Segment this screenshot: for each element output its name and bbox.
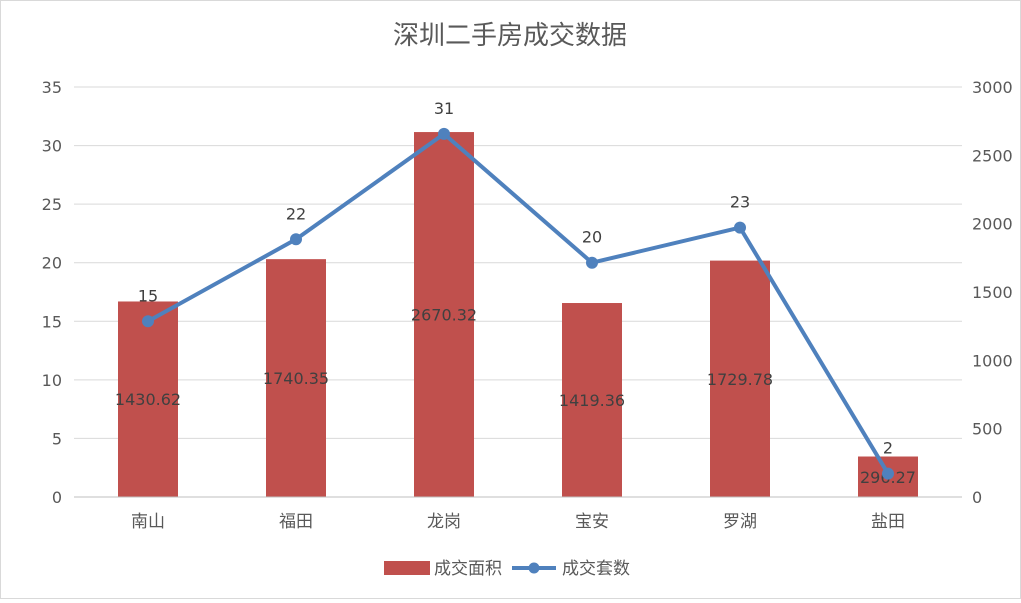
line-point bbox=[586, 256, 598, 269]
bar-data-label: 1430.62 bbox=[115, 390, 181, 409]
right-tick-label: 1500 bbox=[972, 283, 1013, 302]
line-point bbox=[438, 127, 450, 140]
bar-series bbox=[118, 132, 918, 497]
bar bbox=[266, 259, 326, 497]
line-point bbox=[290, 233, 302, 246]
line-series bbox=[142, 127, 894, 480]
x-tick-label: 盐田 bbox=[871, 512, 905, 532]
line-data-label: 31 bbox=[434, 99, 454, 118]
legend-swatch-marker bbox=[528, 562, 540, 574]
bar bbox=[562, 303, 622, 497]
right-tick-label: 1000 bbox=[972, 351, 1013, 370]
left-tick-label: 0 bbox=[52, 488, 62, 507]
line-data-label: 2 bbox=[883, 439, 893, 458]
left-tick-label: 5 bbox=[52, 429, 62, 448]
line-data-label: 22 bbox=[286, 204, 306, 223]
line-point bbox=[734, 221, 746, 234]
bar bbox=[710, 260, 770, 497]
x-tick-label: 宝安 bbox=[575, 512, 609, 532]
bar-data-label: 1419.36 bbox=[559, 391, 625, 410]
line-data-label: 23 bbox=[730, 193, 750, 212]
right-tick-label: 0 bbox=[972, 488, 982, 507]
line-data-label: 15 bbox=[138, 286, 158, 305]
legend-label-line: 成交套数 bbox=[562, 559, 630, 579]
left-tick-label: 25 bbox=[42, 195, 62, 214]
left-tick-label: 35 bbox=[42, 78, 62, 97]
left-tick-label: 30 bbox=[42, 137, 62, 156]
x-tick-label: 南山 bbox=[131, 512, 165, 532]
legend-label-bar: 成交面积 bbox=[434, 559, 502, 579]
line-point bbox=[142, 315, 154, 328]
x-tick-label: 福田 bbox=[279, 512, 313, 532]
left-tick-label: 20 bbox=[42, 254, 62, 273]
right-tick-label: 2500 bbox=[972, 146, 1013, 165]
left-tick-label: 10 bbox=[42, 371, 62, 390]
bar-data-label: 2670.32 bbox=[411, 306, 477, 325]
right-axis: 0 500 1000 1500 2000 2500 3000 bbox=[972, 78, 1013, 507]
legend: 成交面积 成交套数 bbox=[384, 559, 630, 579]
x-tick-label: 龙岗 bbox=[427, 512, 461, 532]
series-line bbox=[146, 131, 890, 476]
chart-title: 深圳二手房成交数据 bbox=[393, 21, 627, 51]
x-tick-label: 罗湖 bbox=[723, 512, 757, 532]
right-tick-label: 3000 bbox=[972, 78, 1013, 97]
right-tick-label: 500 bbox=[972, 420, 1003, 439]
right-tick-label: 2000 bbox=[972, 215, 1013, 234]
x-axis: 南山 福田 龙岗 宝安 罗湖 盐田 bbox=[74, 496, 962, 532]
line-data-label: 20 bbox=[582, 228, 602, 247]
bar-data-label: 1740.35 bbox=[263, 369, 329, 388]
bar-data-label: 1729.78 bbox=[707, 370, 773, 389]
left-axis: 0 5 10 15 20 25 30 35 bbox=[42, 78, 62, 507]
bar bbox=[414, 132, 474, 497]
legend-swatch-bar bbox=[384, 561, 430, 575]
left-tick-label: 15 bbox=[42, 312, 62, 331]
bar bbox=[118, 301, 178, 497]
line-data-labels: 15 22 31 20 23 2 bbox=[138, 99, 893, 458]
line-point bbox=[882, 467, 894, 480]
